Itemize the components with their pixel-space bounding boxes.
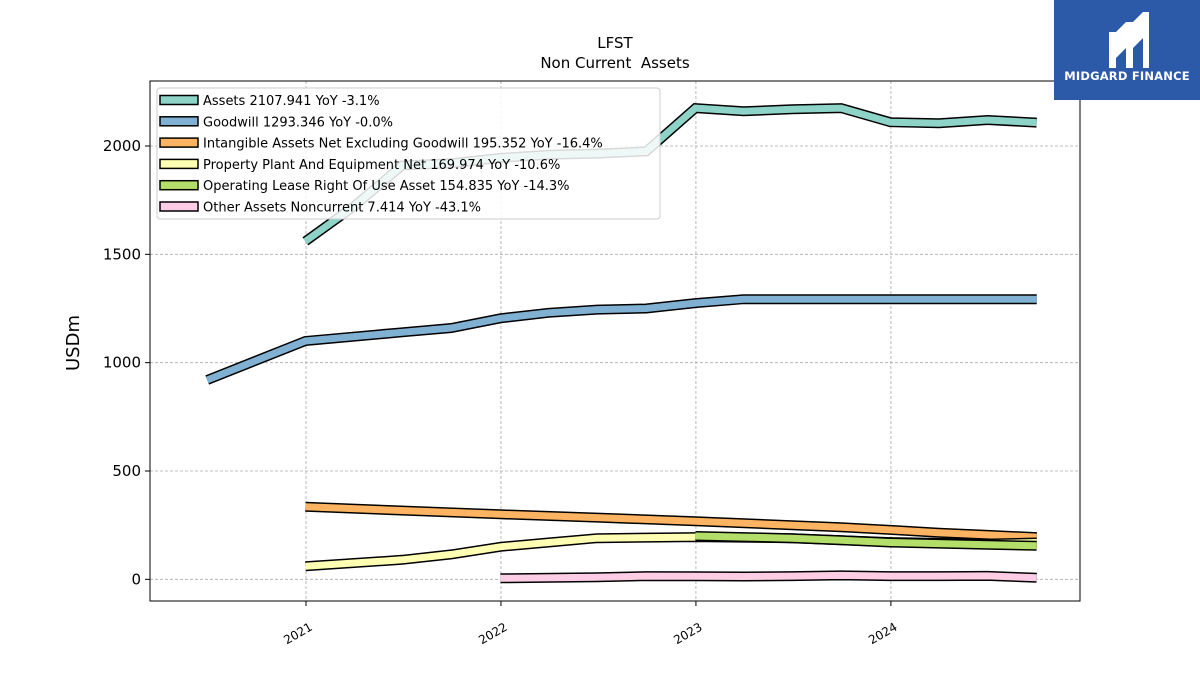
legend-label: Intangible Assets Net Excluding Goodwill… [203, 137, 603, 152]
chart-title: LFST [597, 34, 633, 52]
series-band [500, 571, 1037, 582]
x-tick-label: 2021 [281, 620, 314, 647]
legend-swatch [159, 201, 199, 212]
chart-subtitle: Non Current Assets [540, 54, 690, 72]
legend-swatch [159, 116, 199, 127]
x-tick-label: 2024 [866, 620, 899, 647]
series-line [205, 294, 1037, 385]
series-line [695, 531, 1037, 551]
legend-swatch [159, 137, 199, 148]
legend-label: Assets 2107.941 YoY -3.1% [203, 94, 380, 109]
legend-box [156, 87, 661, 220]
legend-item: Other Assets Noncurrent 7.414 YoY -43.1% [159, 201, 481, 216]
series-band [695, 532, 1037, 550]
series-line [500, 570, 1037, 584]
legend-item: Operating Lease Right Of Use Asset 154.8… [159, 179, 570, 194]
legend: Assets 2107.941 YoY -3.1% Goodwill 1293.3… [156, 87, 661, 220]
series-band [305, 503, 1037, 541]
legend-label: Other Assets Noncurrent 7.414 YoY -43.1% [203, 201, 481, 216]
plot-frame [149, 80, 1081, 602]
midgard-finance-logo: MIDGARD FINANCE [1054, 0, 1200, 100]
logo-text: MIDGARD FINANCE [1064, 69, 1190, 83]
legend-swatch [159, 158, 199, 170]
y-axis-label: USDm [63, 315, 84, 371]
legend-label: Goodwill 1293.346 YoY -0.0% [203, 115, 393, 130]
legend-label: Property Plant And Equipment Net 169.974… [203, 158, 560, 173]
y-tick-label: 2000 [103, 137, 141, 155]
legend-item: Goodwill 1293.346 YoY -0.0% [159, 115, 393, 130]
series-band [205, 295, 1037, 384]
series-line [305, 501, 1037, 543]
series-layer [205, 102, 1037, 584]
y-tick-label: 500 [112, 462, 141, 480]
legend-item: Property Plant And Equipment Net 169.974… [159, 158, 560, 173]
x-tick-label: 2022 [476, 620, 509, 647]
y-tick-label: 0 [131, 570, 141, 588]
y-tick-label: 1000 [103, 354, 141, 372]
logo-mark-icon [1109, 12, 1149, 68]
x-tick-label: 2023 [671, 620, 704, 647]
legend-label: Operating Lease Right Of Use Asset 154.8… [203, 179, 570, 194]
legend-item: Intangible Assets Net Excluding Goodwill… [159, 137, 603, 152]
legend-swatch [159, 94, 199, 106]
y-tick-label: 1500 [103, 245, 141, 263]
legend-swatch [159, 179, 199, 191]
legend-item: Assets 2107.941 YoY -3.1% [159, 94, 380, 109]
